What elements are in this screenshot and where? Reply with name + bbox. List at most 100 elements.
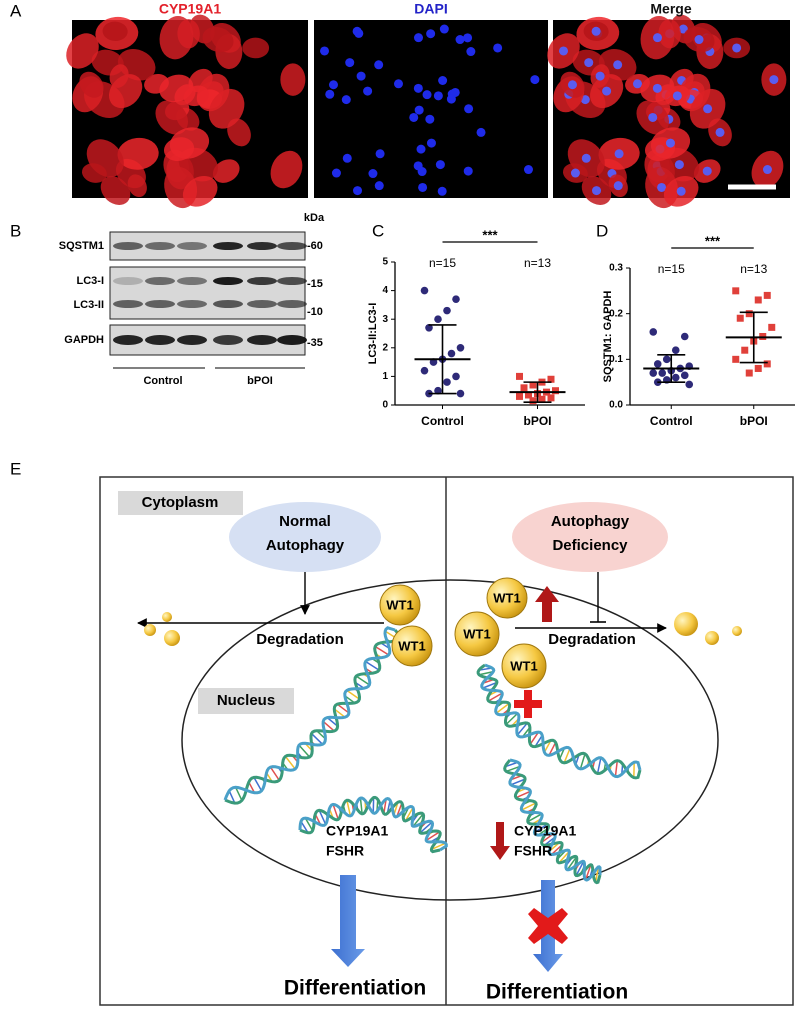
base-pair: [346, 689, 360, 700]
block-cross: [514, 690, 542, 718]
base-pair: [326, 717, 339, 727]
data-point: [552, 387, 559, 395]
cell: [169, 127, 210, 159]
base-pair: [541, 833, 554, 844]
protein-text: WT1: [510, 658, 537, 673]
trigger-bubble: [229, 502, 381, 572]
band: [177, 277, 207, 285]
cell: [155, 100, 189, 135]
base-pair: [566, 856, 578, 871]
nucleus: [559, 46, 569, 56]
protein-text: WT1: [386, 597, 413, 612]
data-point: [754, 364, 762, 372]
y-tick-label: 3: [382, 314, 388, 325]
data-point: [671, 346, 680, 355]
base-pair: [505, 765, 521, 773]
band: [213, 335, 243, 345]
nucleus: [450, 87, 460, 97]
cell: [159, 15, 194, 60]
base-pair: [516, 722, 528, 736]
base-pair: [228, 790, 236, 804]
cell: [66, 33, 99, 69]
wt1-protein: [486, 577, 528, 619]
nucleus: [425, 114, 435, 124]
fragment: [144, 624, 156, 636]
band: [177, 300, 207, 308]
data-point: [434, 386, 442, 395]
base-pair: [383, 798, 387, 814]
y-tick-label: 5: [382, 257, 388, 268]
nucleus-outline: [181, 579, 719, 901]
cell: [183, 85, 210, 107]
cell: [127, 174, 147, 198]
nucleus: [341, 95, 351, 105]
y-tick-label: 0.2: [609, 308, 623, 319]
process-label: Degradation: [256, 631, 344, 648]
protein-text: WT1: [493, 590, 520, 605]
up-arrow: [535, 586, 559, 622]
base-pair: [365, 660, 380, 671]
y-tick-label: 0.0: [609, 400, 623, 411]
data-point: [525, 391, 532, 399]
y-tick-label: 4: [382, 285, 388, 296]
nucleus: [602, 86, 612, 96]
nucleus: [439, 24, 449, 34]
band: [247, 300, 277, 308]
gene-label: FSHR: [514, 843, 552, 859]
data-point: [649, 328, 658, 336]
data-point: [456, 389, 465, 398]
x-tick-label: Control: [421, 414, 464, 428]
base-pair: [563, 748, 571, 764]
label-box: [198, 688, 294, 714]
unit-label: kDa: [304, 212, 325, 224]
fragment: [705, 631, 719, 645]
base-pair: [311, 733, 324, 745]
image-title: CYP19A1: [159, 1, 221, 17]
nucleus: [418, 182, 428, 192]
band: [277, 300, 307, 308]
nucleus: [523, 165, 533, 175]
band: [213, 242, 243, 250]
cell: [81, 163, 107, 183]
data-point: [420, 366, 429, 375]
nucleus: [652, 33, 662, 43]
nucleus: [613, 60, 623, 70]
data-point: [768, 323, 776, 331]
base-pair: [346, 800, 352, 817]
nucleus: [352, 26, 362, 36]
nucleus: [416, 144, 426, 154]
data-point: [745, 369, 753, 377]
data-point: [452, 372, 460, 381]
base-pair: [253, 777, 263, 792]
marker-label: -10: [307, 306, 323, 318]
cell: [270, 150, 303, 189]
base-pair: [548, 742, 557, 756]
band: [145, 300, 175, 308]
nucleus: [584, 58, 594, 68]
nucleus: [320, 46, 330, 56]
strand: [508, 758, 602, 882]
cell: [208, 88, 245, 129]
nucleus: [464, 104, 474, 114]
data-point: [763, 360, 771, 368]
nucleus: [393, 79, 403, 89]
marker-label: -35: [307, 337, 323, 349]
band: [277, 242, 307, 250]
data-point: [736, 314, 744, 322]
micrographs: [66, 14, 790, 209]
data-point: [649, 369, 658, 377]
base-pair: [336, 703, 350, 714]
label-box: [118, 491, 243, 515]
nucleus: [455, 35, 465, 45]
marker-label: -60: [307, 240, 323, 252]
data-point: [754, 296, 762, 304]
marker-label: -15: [307, 278, 323, 290]
nucleus: [703, 104, 713, 114]
blot-strip: [109, 266, 306, 320]
band: [213, 277, 243, 285]
base-pair: [575, 861, 585, 876]
band: [277, 335, 307, 345]
nucleus: [678, 24, 688, 34]
nucleus: [422, 90, 432, 100]
